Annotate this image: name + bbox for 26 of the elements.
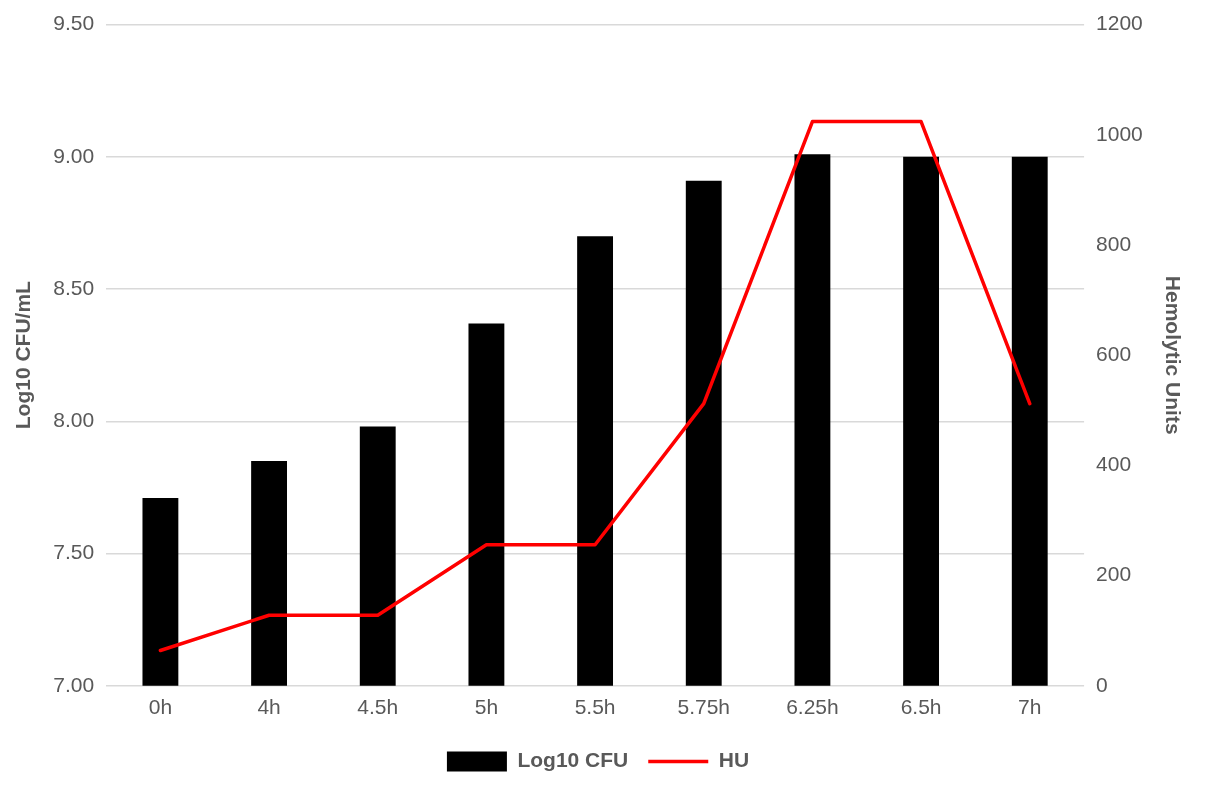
y2-tick-label: 1000 [1096, 121, 1143, 145]
y2-axis-title: Hemolytic Units [1161, 275, 1185, 435]
y-tick-label: 9.00 [53, 143, 95, 167]
y2-tick-label: 400 [1096, 452, 1132, 476]
x-tick-label: 7h [1018, 695, 1042, 719]
legend-label: HU [718, 748, 750, 772]
x-tick-label: 5.75h [677, 695, 731, 719]
x-tick-label: 4.5h [357, 695, 399, 719]
y2-tick-label: 600 [1096, 342, 1132, 365]
x-tick-label: 5.5h [574, 695, 616, 719]
y-tick-label: 8.50 [53, 275, 95, 299]
y-axis-title: Log10 CFU/mL [11, 280, 35, 430]
x-tick-label: 6.5h [900, 695, 942, 719]
y2-tick-label: 1200 [1096, 11, 1143, 35]
x-tick-label: 0h [148, 695, 173, 719]
y2-tick-label: 0 [1096, 672, 1108, 696]
y-tick-label: 7.50 [53, 540, 95, 564]
y-tick-label: 7.00 [53, 672, 95, 696]
y2-tick-label: 200 [1096, 562, 1132, 586]
x-tick-label: 5h [474, 695, 499, 719]
y-tick-label: 8.00 [53, 408, 95, 432]
y-tick-label: 9.50 [53, 11, 95, 35]
legend-label: Log10 CFU [517, 748, 629, 772]
y2-tick-label: 800 [1096, 231, 1132, 255]
x-tick-label: 6.25h [786, 695, 839, 719]
x-tick-label: 4h [257, 695, 281, 719]
